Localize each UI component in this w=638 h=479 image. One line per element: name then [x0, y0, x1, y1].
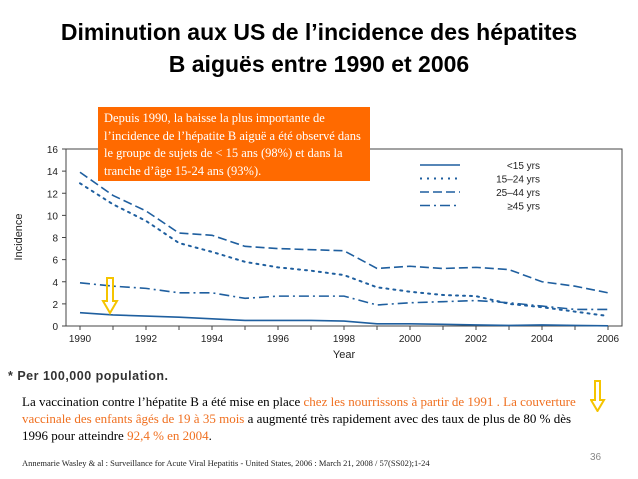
highlight-text: 92,4 % en 2004: [127, 428, 209, 443]
down-arrow-icon: [101, 277, 119, 315]
x-tick-label: 2004: [531, 334, 554, 345]
x-tick-label: 2002: [465, 334, 488, 345]
y-tick-label: 2: [52, 300, 58, 311]
incidence-chart: 0 2 4 6 8 10 12 14 16 1990 1992 1994 1996 1998 2000 200…: [13, 145, 623, 361]
slide-title: Diminution aux US de l’incidence des hép…: [0, 16, 638, 80]
y-tick-label: 6: [52, 256, 58, 267]
x-axis-label: Year: [333, 349, 356, 361]
series-line-1: [79, 182, 609, 318]
x-tick-label: 1998: [333, 334, 356, 345]
text: La vaccination contre l’hépatite B a été…: [22, 394, 304, 409]
highlight-text: chez les nourrissons à partir de 1991 . …: [22, 394, 576, 426]
y-tick-label: 10: [47, 211, 59, 222]
x-tick-label: 1992: [135, 334, 158, 345]
y-tick-label: 16: [47, 145, 59, 156]
text: a augmenté très rapidement avec des taux…: [22, 411, 572, 443]
legend-label: 25–44 yrs: [496, 188, 540, 199]
x-tick-label: 1994: [201, 334, 224, 345]
x-tick-label: 1990: [69, 334, 92, 345]
title-line-2: B aiguës entre 1990 et 2006: [168, 51, 470, 77]
y-axis-label: Incidence: [13, 213, 25, 260]
y-tick-label: 12: [47, 189, 59, 200]
title-line-1: Diminution aux US de l’incidence des hép…: [60, 19, 578, 45]
legend-label: 15–24 yrs: [496, 175, 540, 186]
down-arrow-icon: [590, 380, 606, 412]
footnote: * Per 100,000 population.: [8, 369, 169, 383]
y-tick-label: 14: [47, 167, 59, 178]
body-paragraph: La vaccination contre l’hépatite B a été…: [22, 393, 592, 444]
y-tick-label: 0: [52, 322, 58, 333]
legend-label: ≥45 yrs: [507, 202, 540, 213]
callout-box: Depuis 1990, la baisse la plus important…: [98, 107, 370, 181]
series-line-3: [79, 282, 608, 311]
text: .: [208, 428, 212, 443]
y-tick-label: 8: [52, 234, 58, 245]
legend-label: <15 yrs: [507, 161, 540, 172]
x-tick-label: 1996: [267, 334, 290, 345]
x-tick-label: 2006: [597, 334, 620, 345]
series-line-0: [79, 311, 609, 327]
page-number: 36: [590, 452, 602, 463]
x-tick-label: 2000: [399, 334, 422, 345]
citation: Annemarie Wasley & al : Surveillance for…: [22, 458, 430, 468]
y-tick-label: 4: [52, 278, 58, 289]
